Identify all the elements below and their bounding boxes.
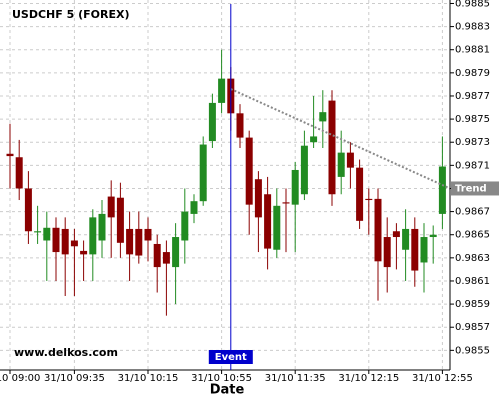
- candle-body: [208, 102, 216, 142]
- candle-body: [438, 166, 446, 214]
- candle-body: [300, 145, 308, 195]
- y-tick-label: 0.9875: [455, 114, 490, 125]
- y-tick-label: 0.9865: [455, 230, 490, 241]
- event-label-box: [208, 350, 253, 364]
- candle-body: [70, 240, 78, 247]
- candle-body: [245, 137, 253, 205]
- y-tick-label: 0.9871: [455, 160, 490, 171]
- candle-body: [80, 250, 88, 255]
- trend-line: [230, 88, 451, 190]
- x-tick-label: 31/10 09:35: [44, 373, 105, 384]
- candle-body: [365, 198, 373, 201]
- y-tick-label: 0.9873: [455, 137, 490, 148]
- candle-body: [52, 227, 60, 253]
- candle-body: [282, 202, 290, 204]
- candle-body: [172, 237, 180, 268]
- candle-body: [107, 196, 115, 218]
- x-tick-label: 31/10 10:15: [118, 373, 179, 384]
- candle-body: [43, 227, 51, 241]
- candle-body: [356, 167, 364, 221]
- candle-body: [273, 205, 281, 250]
- candle-body: [236, 113, 244, 138]
- trend-label: Trend: [455, 183, 487, 194]
- y-tick-label: 0.9879: [455, 68, 490, 79]
- candle-body: [291, 169, 299, 205]
- candle-body: [181, 211, 189, 241]
- candle-body: [126, 228, 134, 255]
- y-tick-label: 0.9883: [455, 22, 490, 33]
- candle-body: [162, 252, 170, 264]
- candle-body: [199, 144, 207, 202]
- candle-body: [144, 228, 152, 241]
- candle-body: [61, 228, 69, 255]
- candle-body: [24, 188, 32, 232]
- x-tick-label: 31/10 10:55: [191, 373, 252, 384]
- candle-body: [218, 78, 226, 103]
- candle-body: [89, 217, 97, 255]
- y-tick-label: 0.9877: [455, 91, 490, 102]
- candle-body: [392, 231, 400, 238]
- y-tick-label: 0.9885: [455, 0, 490, 9]
- candle-body: [319, 112, 327, 122]
- candle-body: [135, 228, 143, 256]
- x-tick-label: 31/10 11:35: [265, 373, 326, 384]
- watermark: www.delkos.com: [14, 346, 118, 359]
- y-tick-label: 0.9881: [455, 45, 490, 56]
- chart-title: USDCHF 5 (FOREX): [12, 8, 129, 21]
- candle-body: [402, 228, 410, 250]
- candle-body: [98, 213, 106, 241]
- candle-body: [153, 243, 161, 268]
- candle-body: [310, 136, 318, 143]
- candle-body: [15, 157, 23, 189]
- y-tick-label: 0.9855: [455, 345, 490, 356]
- candle-body: [254, 179, 262, 218]
- x-axis-title: Date: [210, 383, 245, 398]
- x-tick-label: 31/10 12:15: [338, 373, 399, 384]
- candle-body: [264, 194, 272, 249]
- y-tick-label: 0.9859: [455, 299, 490, 310]
- candle-body: [346, 152, 354, 168]
- candle-body: [328, 100, 336, 195]
- candle-body: [411, 228, 419, 271]
- candle-body: [190, 201, 198, 214]
- event-label: Event: [215, 352, 247, 363]
- candle-body: [337, 152, 345, 177]
- candle-body: [420, 237, 428, 263]
- candle-body: [6, 153, 14, 157]
- y-tick-label: 0.9857: [455, 322, 490, 333]
- candle-body: [429, 234, 437, 238]
- y-tick-label: 0.9861: [455, 276, 490, 287]
- x-tick-label: 31/10 12:55: [412, 373, 473, 384]
- candle-body: [374, 198, 382, 262]
- y-tick-label: 0.9863: [455, 253, 490, 264]
- candle-body: [383, 237, 391, 268]
- x-tick-label: 31/10 09:00: [0, 373, 40, 384]
- y-tick-label: 0.9867: [455, 207, 490, 218]
- candle-body: [34, 231, 42, 233]
- candle-body: [116, 197, 124, 243]
- trend-label-box: [451, 181, 499, 196]
